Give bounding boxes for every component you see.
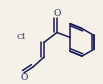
Text: Cl: Cl bbox=[17, 33, 26, 41]
Text: O: O bbox=[53, 9, 61, 18]
Text: O: O bbox=[20, 73, 28, 82]
